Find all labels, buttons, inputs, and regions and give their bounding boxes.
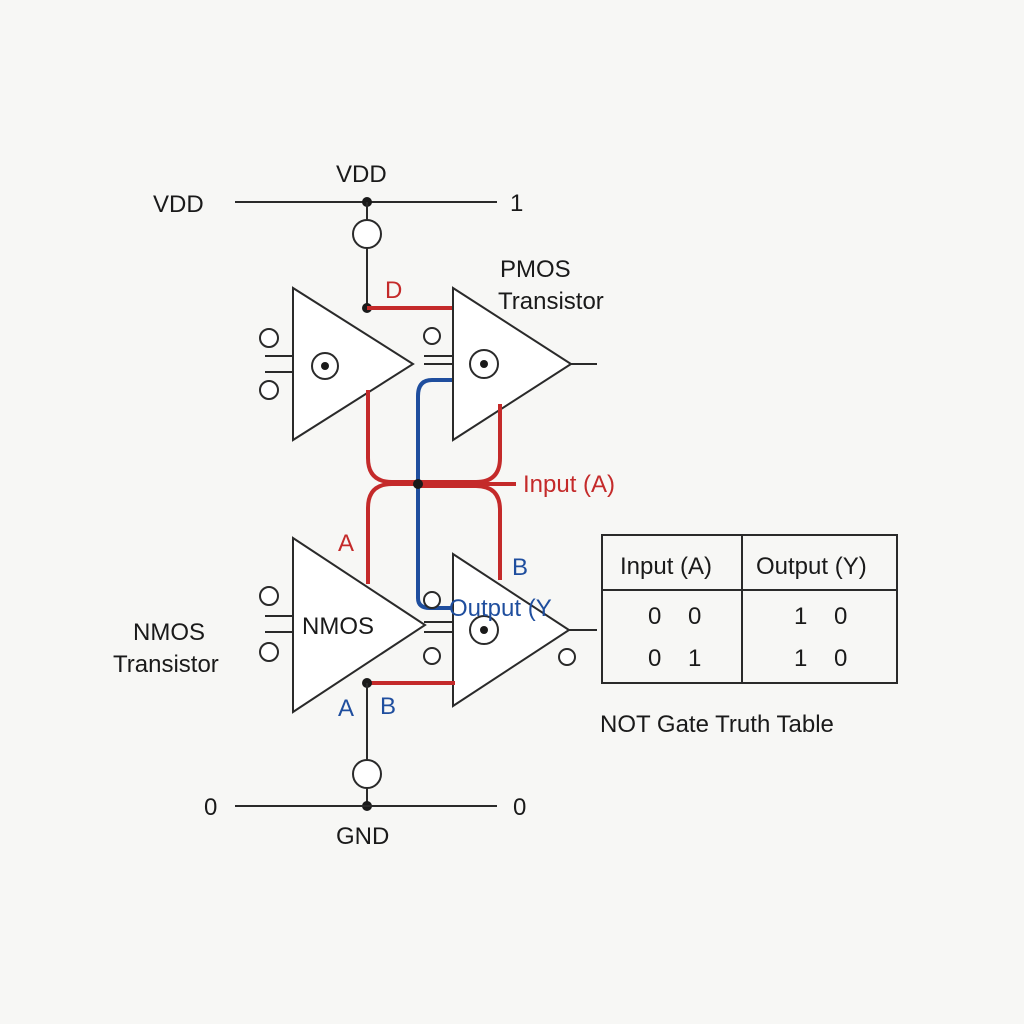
vdd-top-label: VDD: [336, 161, 387, 188]
nmos-left-triangle: [292, 536, 427, 714]
nmos-label-line2: Transistor: [113, 651, 219, 678]
a-upper-label: A: [338, 530, 354, 557]
truth-table-header-input: Input (A): [620, 553, 712, 580]
pmos-right-center-dot: [480, 360, 488, 368]
b-lower-label: B: [380, 693, 396, 720]
gnd-label: GND: [336, 823, 389, 850]
b-upper-label: B: [512, 554, 528, 581]
a-lower-label: A: [338, 695, 354, 722]
nmos-right-center-dot: [480, 626, 488, 634]
input-a-label: Input (A): [523, 471, 615, 498]
nmos-right-triangle: [452, 552, 571, 708]
vdd-right-label: 1: [510, 190, 523, 217]
truth-table: Input (A) Output (Y) 0 0 1 0 0 1 1 0: [601, 534, 898, 684]
red-wire-left-upper: [366, 390, 418, 484]
nmos-left-terminal-top: [259, 586, 279, 606]
pmos-left-triangle: [292, 286, 415, 442]
nmos-inner-label: NMOS: [302, 613, 374, 640]
pmos-label-line2: Transistor: [498, 288, 604, 315]
pmos-right-terminal: [423, 327, 441, 345]
gnd-right-label: 0: [513, 794, 526, 821]
pmos-left-terminal-top: [259, 328, 279, 348]
nmos-label-line1: NMOS: [133, 619, 205, 646]
gnd-terminal-circle: [352, 759, 382, 789]
truth-table-header-output: Output (Y): [756, 553, 867, 580]
truth-table-row2-output: 1 0: [794, 645, 847, 672]
gnd-left-label: 0: [204, 794, 217, 821]
truth-table-row1-output: 1 0: [794, 603, 847, 630]
truth-table-caption: NOT Gate Truth Table: [600, 711, 834, 738]
truth-table-row2-input: 0 1: [648, 645, 701, 672]
truth-table-row1-input: 0 0: [648, 603, 701, 630]
red-wire-left-lower: [366, 482, 418, 584]
pmos-left-center-dot: [321, 362, 329, 370]
pmos-left-terminal-bottom: [259, 380, 279, 400]
truth-table-border: [601, 534, 898, 684]
vdd-terminal-circle: [352, 219, 382, 249]
red-wire-right-lower: [418, 484, 502, 580]
output-y-label: Output (Y: [449, 595, 552, 622]
red-wire-right-upper: [418, 404, 502, 484]
vdd-left-label: VDD: [153, 191, 204, 218]
input-junction-dot: [413, 479, 423, 489]
nmos-right-output-terminal: [558, 648, 576, 666]
nmos-right-terminal-bottom: [423, 647, 441, 665]
pmos-label-line1: PMOS: [500, 256, 571, 283]
nmos-left-terminal-bottom: [259, 642, 279, 662]
d-label: D: [385, 277, 402, 304]
blue-output-wire: [416, 378, 452, 610]
nmos-right-terminal-top: [423, 591, 441, 609]
